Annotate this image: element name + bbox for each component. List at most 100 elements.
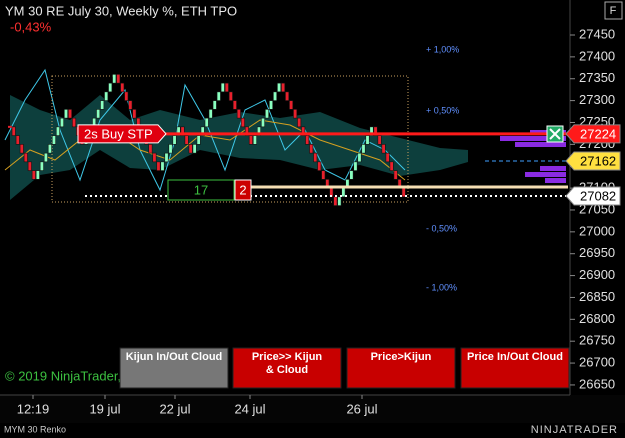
brick — [120, 82, 125, 93]
x-tick-label: 26 jul — [346, 401, 377, 416]
brick — [337, 196, 342, 206]
brick — [232, 100, 237, 110]
brick — [128, 100, 133, 110]
order-quantity: 17 — [194, 182, 208, 197]
price-label: 27224 — [580, 126, 616, 141]
brick — [43, 152, 48, 163]
brick — [301, 126, 306, 136]
brick — [224, 82, 229, 93]
brick — [260, 117, 265, 128]
y-tick-label: 27000 — [579, 223, 615, 238]
brick — [349, 170, 354, 180]
brick — [11, 126, 16, 136]
brick — [277, 82, 282, 93]
corner-button[interactable] — [604, 1, 623, 20]
brick — [124, 91, 129, 101]
order-count-box[interactable] — [234, 179, 252, 201]
brick — [188, 144, 193, 154]
brick — [236, 109, 241, 119]
brick — [341, 187, 346, 198]
toggle-button-label[interactable]: Kijun In/Out Cloud — [126, 351, 223, 363]
brick — [393, 170, 398, 180]
brick — [116, 74, 121, 84]
toggle-button[interactable] — [346, 347, 456, 389]
toggle-button[interactable] — [460, 347, 570, 389]
brick — [68, 109, 73, 119]
brick — [160, 161, 165, 171]
price-label: 27082 — [580, 188, 616, 203]
brick — [63, 109, 69, 119]
percent-label: + 0,50% — [426, 105, 459, 115]
brick — [333, 196, 338, 206]
brick — [152, 152, 157, 163]
brand: NINJATRADER — [531, 424, 618, 436]
toggle-button[interactable] — [119, 347, 229, 389]
order-quantity-box — [167, 179, 235, 201]
brick — [293, 109, 298, 119]
corner-label[interactable]: F — [610, 5, 617, 17]
y-tick-label: 26650 — [579, 376, 615, 391]
y-tick-label: 27400 — [579, 48, 615, 63]
order-label: 2s Buy STP — [84, 126, 153, 141]
brick — [240, 117, 245, 128]
brick — [23, 152, 28, 163]
brick — [19, 144, 24, 154]
y-tick-label: 26800 — [579, 311, 615, 326]
brick — [252, 135, 257, 145]
brick — [377, 135, 382, 145]
price-marker — [565, 186, 621, 206]
brick — [220, 82, 225, 93]
brick — [401, 187, 406, 198]
brick — [212, 100, 217, 110]
percent-label: - 0,50% — [426, 223, 457, 233]
brick — [369, 126, 374, 136]
indicator-line — [4, 68, 406, 192]
x-tick-label: 22 jul — [159, 401, 190, 416]
brick — [228, 91, 233, 101]
price-label: 27162 — [580, 153, 616, 168]
brick — [132, 109, 137, 119]
brick — [104, 91, 109, 101]
brick — [244, 126, 249, 136]
profile-bar — [500, 136, 566, 141]
brick — [72, 117, 77, 128]
toggle-button-label[interactable]: Price In/Out Cloud — [467, 351, 563, 363]
toggle-button-label[interactable]: Price>> Kijun & Cloud — [252, 351, 323, 376]
brick — [184, 135, 189, 145]
x-tick-label: 24 jul — [234, 401, 265, 416]
brick — [264, 109, 270, 119]
price-marker — [565, 151, 621, 171]
brick — [373, 126, 378, 136]
brick — [31, 170, 36, 180]
brick — [305, 135, 310, 145]
brick — [285, 91, 290, 101]
y-tick-label: 27350 — [579, 70, 615, 85]
profile-bar — [545, 178, 566, 183]
brick — [216, 91, 221, 101]
plot-area — [8, 74, 406, 206]
y-tick-label: 26750 — [579, 333, 615, 348]
brick — [96, 109, 101, 119]
brick — [100, 100, 105, 110]
brick — [59, 117, 64, 128]
brick — [55, 126, 60, 136]
brick — [200, 126, 205, 136]
price-marker — [565, 124, 621, 144]
chart-title: YM 30 RE July 30, Weekly %, ETH TPO — [5, 3, 237, 18]
toggle-button[interactable] — [232, 347, 342, 389]
percent-label: - 1,00% — [426, 282, 457, 292]
brick — [35, 170, 40, 180]
brick — [297, 117, 302, 128]
order-tag — [77, 124, 167, 144]
brick — [47, 144, 52, 154]
brick — [365, 135, 370, 145]
order-count[interactable]: 2 — [239, 182, 246, 197]
ichimoku-cloud — [10, 95, 468, 200]
brick — [108, 82, 113, 93]
brick — [269, 100, 274, 110]
brick — [204, 117, 209, 128]
brick — [172, 135, 177, 145]
brick — [196, 135, 201, 145]
toggle-button-label[interactable]: Price>Kijun — [371, 351, 432, 363]
